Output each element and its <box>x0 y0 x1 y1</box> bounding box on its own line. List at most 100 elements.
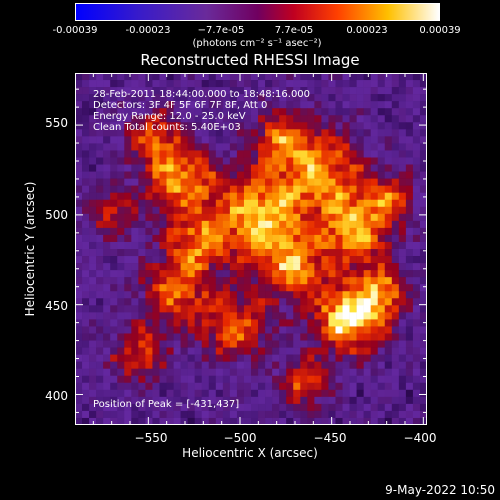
heatmap-cell <box>363 199 371 208</box>
heatmap-cell <box>243 298 252 306</box>
heatmap-cell <box>251 312 259 320</box>
heatmap-cell <box>152 270 160 278</box>
heatmap-cell <box>321 305 329 313</box>
heatmap-cell <box>96 136 104 144</box>
heatmap-cell <box>138 340 146 348</box>
heatmap-cell <box>307 333 315 341</box>
heatmap-cell <box>398 241 407 250</box>
heatmap-cell <box>321 410 329 419</box>
heatmap-cell <box>279 136 287 144</box>
heatmap-cell <box>166 284 174 292</box>
heatmap-cell <box>314 319 322 327</box>
heatmap-cell <box>229 185 238 193</box>
heatmap-cell <box>321 73 329 81</box>
heatmap-cell <box>363 234 371 243</box>
heatmap-cell <box>89 164 97 172</box>
heatmap-cell <box>279 73 287 81</box>
heatmap-cell <box>173 73 181 81</box>
heatmap-cell <box>384 389 393 398</box>
heatmap-cell <box>412 143 421 151</box>
heatmap-cell <box>356 164 364 172</box>
heatmap-cell <box>208 270 217 278</box>
heatmap-cell <box>370 291 379 299</box>
heatmap-cell <box>236 115 245 123</box>
heatmap-cell <box>314 171 322 179</box>
heatmap-cell <box>377 178 386 186</box>
heatmap-cell <box>96 80 104 88</box>
heatmap-cell <box>159 164 167 172</box>
heatmap-cell <box>124 157 132 165</box>
heatmap-cell <box>272 249 280 257</box>
heatmap-cell <box>173 263 181 271</box>
heatmap-cell <box>208 382 217 391</box>
heatmap-cell <box>222 319 231 327</box>
heatmap-cell <box>300 389 308 398</box>
heatmap-cell <box>229 108 238 116</box>
heatmap-cell <box>201 333 210 341</box>
heatmap-cell <box>243 361 252 369</box>
heatmap-cell <box>103 312 111 320</box>
heatmap-cell <box>321 263 329 271</box>
heatmap-cell <box>236 227 245 236</box>
heatmap-cell <box>138 94 146 102</box>
heatmap-cell <box>342 396 350 405</box>
heatmap-cell <box>398 185 407 193</box>
heatmap-cell <box>349 73 357 81</box>
heatmap-cell <box>145 263 153 271</box>
heatmap-cell <box>215 319 224 327</box>
heatmap-cell <box>370 241 379 250</box>
heatmap-cell <box>265 410 273 419</box>
heatmap-cell <box>201 234 210 243</box>
heatmap-cell <box>173 241 181 250</box>
heatmap-cell <box>279 312 287 320</box>
heatmap-cell <box>89 340 97 348</box>
heatmap-cell <box>321 101 329 109</box>
heatmap-cell <box>131 277 139 285</box>
heatmap-cell <box>152 312 160 320</box>
heatmap-cell <box>286 389 294 398</box>
heatmap-cell <box>222 263 231 271</box>
heatmap-cell <box>258 410 266 419</box>
heatmap-cell <box>356 305 364 313</box>
heatmap-cell <box>75 340 83 348</box>
heatmap-cell <box>222 157 231 165</box>
heatmap-cell <box>293 368 301 377</box>
heatmap-cell <box>201 410 210 419</box>
heatmap-cell <box>152 129 160 137</box>
heatmap-cell <box>173 227 181 236</box>
heatmap-cell <box>138 410 146 419</box>
heatmap-cell <box>314 73 322 81</box>
heatmap-cell <box>110 291 118 299</box>
heatmap-cell <box>349 241 357 250</box>
heatmap-cell <box>159 73 167 81</box>
heatmap-cell <box>279 220 287 229</box>
heatmap-cell <box>82 396 90 405</box>
heatmap-cell <box>110 234 118 243</box>
heatmap-cell <box>180 178 188 186</box>
heatmap-cell <box>272 192 280 201</box>
heatmap-cell <box>293 403 301 412</box>
heatmap-cell <box>173 150 181 158</box>
heatmap-cell <box>398 396 407 405</box>
heatmap-cell <box>124 185 132 193</box>
heatmap-cell <box>314 220 322 229</box>
heatmap-cell <box>222 284 231 292</box>
heatmap-cell <box>173 298 181 306</box>
heatmap-cell <box>342 305 350 313</box>
heatmap-cell <box>349 227 357 236</box>
heatmap-cell <box>222 94 231 102</box>
heatmap-cell <box>335 87 343 95</box>
heatmap-cell <box>180 122 188 130</box>
heatmap-cell <box>258 241 266 250</box>
heatmap-cell <box>103 256 111 264</box>
heatmap-cell <box>110 171 118 179</box>
heatmap-cell <box>145 396 153 405</box>
heatmap-cell <box>138 291 146 299</box>
heatmap-cell <box>363 122 371 130</box>
heatmap-cell <box>215 206 224 215</box>
colorbar-label-0: -0.00039 <box>52 25 98 36</box>
heatmap-cell <box>307 277 315 285</box>
heatmap-cell <box>89 368 97 377</box>
heatmap-cell <box>187 73 195 81</box>
heatmap-cell <box>384 220 393 229</box>
